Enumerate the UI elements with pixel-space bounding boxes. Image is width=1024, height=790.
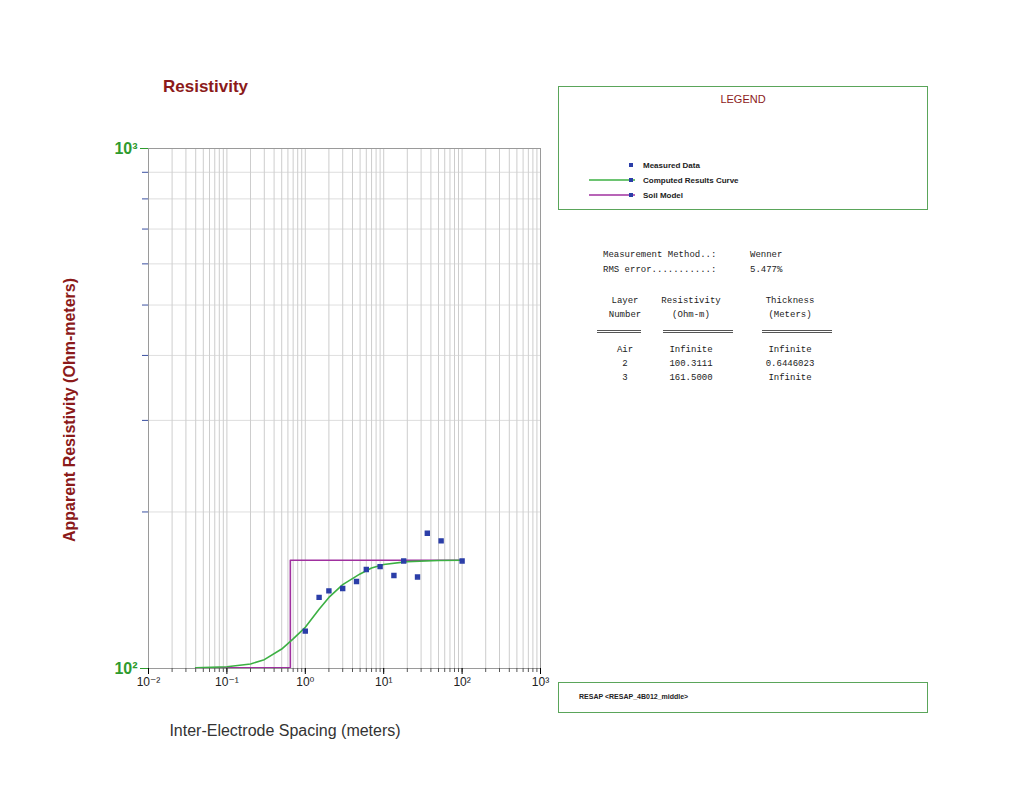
svg-text:10³: 10³ bbox=[114, 140, 137, 157]
html-text:Infinite: Infinite bbox=[768, 345, 812, 355]
html-text:LEGEND: LEGEND bbox=[720, 93, 766, 105]
html-text:0.6446023: 0.6446023 bbox=[765, 359, 815, 369]
html-text:Computed Results Curve: Computed Results Curve bbox=[643, 175, 739, 185]
svg-text:10²: 10² bbox=[453, 675, 470, 689]
html-text:RMS error...........:: RMS error...........: bbox=[603, 265, 717, 275]
html-text:Air: Air bbox=[616, 345, 634, 355]
svg-text:10¹: 10¹ bbox=[375, 675, 392, 689]
svg-text:10⁻¹: 10⁻¹ bbox=[215, 675, 239, 689]
html-text:5.477%: 5.477% bbox=[750, 265, 783, 275]
html-text:3: 3 bbox=[622, 373, 628, 383]
html-text:Wenner: Wenner bbox=[750, 250, 783, 260]
html-text:Measured Data: Measured Data bbox=[643, 160, 700, 170]
html-text:Inter-Electrode Spacing (meter: Inter-Electrode Spacing (meters) bbox=[169, 722, 401, 739]
html-text:100.3111: 100.3111 bbox=[669, 359, 713, 369]
html-text:161.5000: 161.5000 bbox=[669, 373, 713, 383]
html-text:Infinite: Infinite bbox=[669, 345, 713, 355]
html-text:Infinite: Infinite bbox=[768, 373, 812, 383]
svg-text:10²: 10² bbox=[114, 660, 137, 677]
html-text:Resistivity: Resistivity bbox=[661, 296, 721, 306]
html-text:RESAP <RESAP_4B012_middle>: RESAP <RESAP_4B012_middle> bbox=[579, 693, 689, 700]
svg-text:10⁻²: 10⁻² bbox=[137, 675, 161, 689]
html-text:Thickness: Thickness bbox=[765, 296, 815, 306]
html-text:Soil Model: Soil Model bbox=[643, 190, 683, 200]
svg-text:10³: 10³ bbox=[532, 675, 549, 689]
html-text:Number: Number bbox=[608, 310, 642, 320]
html-text:Measurement Method..:: Measurement Method..: bbox=[603, 250, 717, 260]
html-text:Layer: Layer bbox=[611, 296, 639, 306]
html-text:(Ohm-m): (Ohm-m) bbox=[672, 310, 710, 320]
html-text:2: 2 bbox=[622, 359, 628, 369]
html-text:Resistivity: Resistivity bbox=[163, 77, 248, 96]
svg-text:10⁰: 10⁰ bbox=[296, 675, 314, 689]
html-text:(Meters): (Meters) bbox=[768, 310, 812, 320]
html-text:Apparent Resistivity (Ohm-mete: Apparent Resistivity (Ohm-meters) bbox=[61, 278, 78, 542]
